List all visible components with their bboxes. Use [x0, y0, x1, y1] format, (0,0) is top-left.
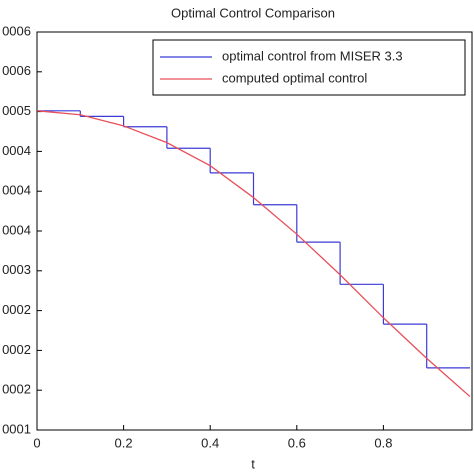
y-tick-label: 0004: [2, 222, 31, 237]
y-tick-label: 0002: [2, 302, 31, 317]
y-tick-label: 0006: [2, 63, 31, 78]
y-tick-label: 0002: [2, 342, 31, 357]
legend-label: computed optimal control: [222, 70, 367, 85]
line: [36, 110, 471, 398]
y-tick-label: 0005: [2, 103, 31, 118]
y-tick-label: 0004: [2, 183, 31, 198]
legend-label: optimal control from MISER 3.3: [222, 48, 403, 63]
x-tick-label: 0.2: [115, 435, 133, 450]
chart-title: Optimal Control Comparison: [171, 5, 335, 20]
x-tick-label: 0.8: [374, 435, 392, 450]
y-tick-label: 0002: [2, 382, 31, 397]
x-tick-label: 0: [33, 435, 40, 450]
y-tick-label: 0004: [2, 143, 31, 158]
y-tick-label: 0001: [2, 421, 31, 436]
x-tick-label: 0.4: [201, 435, 219, 450]
x-axis-label: t: [251, 456, 255, 471]
legend: optimal control from MISER 3.3 computed o…: [152, 39, 466, 96]
y-tick-label: 0003: [2, 262, 31, 277]
legend-box: [152, 39, 466, 96]
y-tick-label: 0006: [2, 23, 31, 38]
x-tick-label: 0.6: [288, 435, 306, 450]
